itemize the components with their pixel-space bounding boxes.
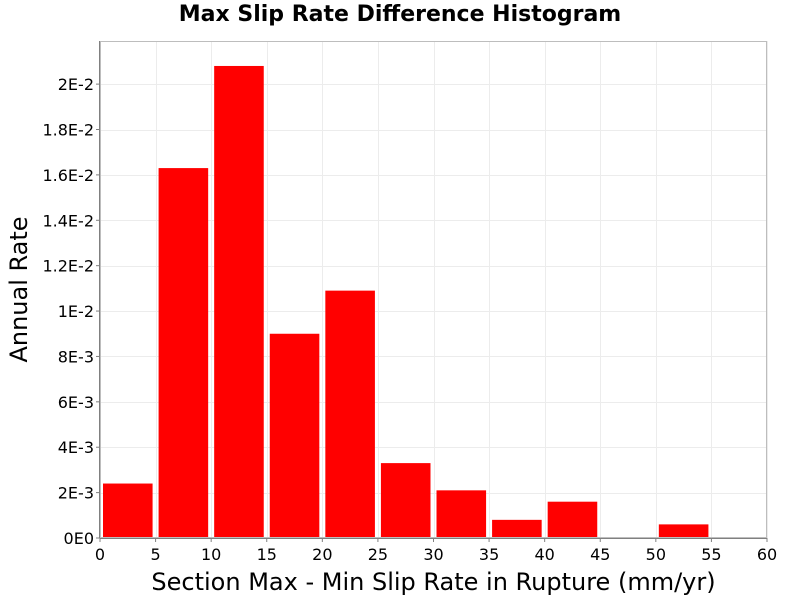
histogram-bar: [380, 463, 431, 538]
histogram-bar: [325, 290, 375, 538]
y-tick-label: 1.6E-2: [42, 166, 94, 185]
histogram-bar: [214, 65, 264, 538]
x-tick-label: 10: [201, 545, 221, 564]
y-tick-label: 8E-3: [58, 347, 94, 366]
grid-lines: [100, 41, 768, 539]
y-tick-label: 0E0: [64, 529, 94, 548]
x-tick-label: 0: [95, 545, 105, 564]
y-tick-label: 1.8E-2: [42, 121, 94, 140]
y-tick-label: 2E-2: [58, 75, 94, 94]
x-tick-label: 25: [368, 545, 388, 564]
x-tick-label: 30: [423, 545, 443, 564]
histogram-bar: [103, 483, 153, 538]
x-axis-ticks: 0 5 10 15 20 25 30 35 40 45 50 55 60: [95, 538, 777, 564]
y-axis-ticks: 0E0 2E-3 4E-3 6E-3 8E-3 1E-2 1.2E-2 1.4E-2 1.6E-…: [42, 75, 100, 548]
histogram-bar: [492, 519, 542, 538]
chart-title: Max Slip Rate Difference Histogram: [178, 2, 622, 27]
y-tick-label: 2E-3: [58, 484, 94, 503]
x-tick-label: 45: [590, 545, 610, 564]
plot-border: [100, 41, 767, 538]
y-tick-label: 4E-3: [58, 438, 94, 457]
bars: [103, 65, 709, 538]
histogram-bar: [547, 501, 598, 538]
histogram-bar: [658, 524, 709, 538]
x-tick-label: 20: [312, 545, 332, 564]
histogram-bar: [436, 490, 487, 538]
y-tick-label: 1.2E-2: [42, 257, 94, 276]
x-tick-label: 5: [150, 545, 160, 564]
x-tick-label: 35: [479, 545, 499, 564]
y-tick-label: 6E-3: [58, 393, 94, 412]
y-axis-title: Annual Rate: [5, 216, 33, 362]
x-tick-label: 60: [757, 545, 777, 564]
x-tick-label: 40: [534, 545, 554, 564]
histogram-bar: [269, 333, 320, 538]
x-tick-label: 50: [646, 545, 666, 564]
y-tick-label: 1E-2: [58, 302, 94, 321]
x-axis-title: Section Max - Min Slip Rate in Rupture (…: [151, 568, 715, 596]
x-tick-label: 15: [257, 545, 277, 564]
histogram-bar: [158, 168, 209, 538]
y-tick-label: 1.4E-2: [42, 211, 94, 230]
x-tick-label: 55: [701, 545, 721, 564]
